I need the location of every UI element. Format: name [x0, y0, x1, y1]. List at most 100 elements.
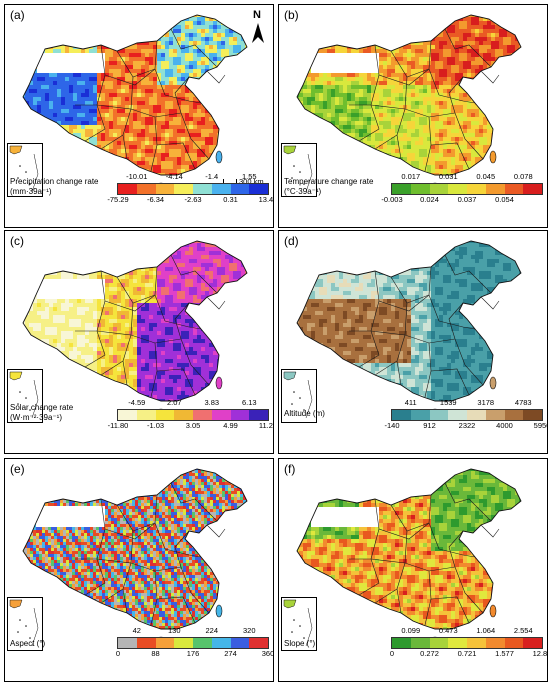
legend-tick-label: 0.031 — [438, 172, 458, 181]
colorbar-swatch — [193, 638, 212, 648]
colorbar-swatch — [467, 410, 486, 420]
north-arrow-icon: N — [253, 9, 261, 21]
legend-tick-label: 130 — [167, 626, 181, 635]
scale-label: 300 km — [239, 177, 264, 186]
legend-unit: (mm·39a⁻¹) — [10, 187, 52, 196]
north-arrow-shape-icon — [252, 23, 264, 43]
colorbar-swatch — [249, 184, 268, 194]
province-borders — [296, 468, 522, 646]
legend-bottom-ticks: 0 88 176 274 360 — [115, 649, 273, 659]
colorbar — [117, 409, 269, 421]
colorbar-swatch — [155, 638, 175, 648]
legend-tick-label: 0.099 — [401, 626, 421, 635]
legend-tick-label: 274 — [224, 649, 237, 658]
legend-tick-label: 88 — [151, 649, 160, 658]
legend-tick-label: 224 — [205, 626, 219, 635]
legend-tick-label: 360 — [261, 649, 274, 658]
legend-top-ticks: 0.099 0.473 1.064 2.554 — [391, 626, 541, 636]
legend-tick-label: 4000 — [496, 421, 513, 430]
legend-tick-label: 3.05 — [185, 421, 201, 430]
colorbar-swatch — [155, 184, 175, 194]
legend-tick-label: 0.272 — [420, 649, 439, 658]
colorbar-swatch — [230, 638, 250, 648]
colorbar-swatch — [193, 184, 212, 194]
legend-bottom-ticks: -0.003 0.024 0.037 0.054 — [381, 195, 541, 205]
panel-label: (d) — [284, 234, 299, 248]
south-china-sea-inset — [281, 597, 317, 651]
legend-tick-label: 0.045 — [476, 172, 496, 181]
colorbar-swatch — [174, 184, 193, 194]
legend-title: Solar change rate (W·m⁻²·39a⁻¹) — [10, 403, 73, 423]
legend-title: Precipitation change rate (mm·39a⁻¹) — [10, 177, 99, 197]
legend-tick-label: 0.037 — [457, 195, 477, 204]
colorbar-swatch — [136, 638, 156, 648]
colorbar-swatch — [155, 410, 175, 420]
legend-tick-label: 0 — [115, 649, 121, 658]
colorbar-swatch — [448, 638, 467, 648]
legend-tick-label: 3.83 — [204, 398, 220, 407]
legend-tick-label: 0.473 — [438, 626, 458, 635]
colorbar-swatch — [392, 638, 411, 648]
panel-label: (a) — [10, 8, 25, 22]
colorbar — [117, 637, 269, 649]
legend-tick-label: -1.4 — [205, 172, 219, 181]
colorbar-swatch — [410, 638, 430, 648]
inset-map — [9, 371, 39, 419]
precipitation-map — [22, 14, 248, 192]
panel-aspect: (e) Aspect (°) 42 130 224 320 0 88 176 274 360 — [4, 458, 274, 682]
colorbar — [117, 183, 269, 195]
temperature-map — [296, 14, 522, 192]
panel-temperature: (b) Temperature change rate (°C·39a⁻¹) 0… — [278, 4, 548, 228]
legend-tick-label: 11.25 — [258, 421, 273, 430]
legend-tick-label: 12.86 — [532, 649, 548, 658]
legend-tick-label: 13.46 — [258, 195, 274, 204]
colorbar-swatch — [485, 638, 505, 648]
legend-tick-label: 42 — [132, 626, 141, 635]
legend-tick-label: -140 — [384, 421, 400, 430]
colorbar-swatch — [118, 410, 137, 420]
legend-title: Altitude (m) — [284, 409, 325, 419]
aspect-map — [22, 468, 248, 646]
colorbar-swatch — [467, 638, 486, 648]
colorbar-swatch — [467, 184, 486, 194]
colorbar-swatch — [485, 184, 505, 194]
colorbar-swatch — [429, 410, 449, 420]
legend-tick-label: 0.078 — [513, 172, 533, 181]
legend-title: Aspect (°) — [10, 639, 45, 649]
colorbar-swatch — [523, 410, 542, 420]
legend-tick-label: -10.01 — [126, 172, 148, 181]
colorbar-swatch — [211, 184, 231, 194]
colorbar-swatch — [485, 410, 505, 420]
inset-map — [9, 145, 39, 193]
legend-title-text: Aspect (°) — [10, 639, 46, 648]
panel-label: (e) — [10, 462, 25, 476]
colorbar-swatch — [174, 638, 193, 648]
legend-tick-label: 320 — [242, 626, 256, 635]
legend-tick-label: -0.003 — [381, 195, 403, 204]
legend-tick-label: 2.554 — [513, 626, 533, 635]
legend-title: Temperature change rate (°C·39a⁻¹) — [284, 177, 373, 197]
legend-tick-label: 3178 — [477, 398, 495, 407]
colorbar-swatch — [211, 638, 231, 648]
legend-top-ticks: -10.01 -4.14 -1.4 1.55 — [117, 172, 267, 182]
panel-solar: (c) Solar change rate (W·m⁻²·39a⁻¹) -4.5… — [4, 230, 274, 454]
province-borders — [296, 14, 522, 192]
legend-tick-label: -6.34 — [146, 195, 165, 204]
panel-slope: (f) Slope (°) 0.099 0.473 1.064 2.554 0 0.27… — [278, 458, 548, 682]
legend-tick-label: 176 — [186, 649, 200, 658]
legend-top-ticks: 0.017 0.031 0.045 0.078 — [391, 172, 541, 182]
legend-tick-label: 0.31 — [223, 195, 238, 204]
colorbar-swatch — [230, 184, 250, 194]
legend-title: Slope (°) — [284, 639, 315, 649]
south-china-sea-inset — [281, 369, 317, 423]
legend-tick-label: 0 — [389, 649, 395, 658]
legend-tick-label: 2322 — [458, 421, 476, 430]
colorbar — [391, 409, 543, 421]
legend-tick-label: 1.064 — [476, 626, 496, 635]
legend-tick-label: 4.99 — [223, 421, 238, 430]
inset-map — [283, 145, 313, 193]
colorbar-swatch — [504, 638, 524, 648]
legend-tick-label: 5956 — [533, 421, 547, 430]
legend-tick-label: 2.07 — [166, 398, 182, 407]
panel-precipitation: (a) N 300 km Precipitation change rate (… — [4, 4, 274, 228]
